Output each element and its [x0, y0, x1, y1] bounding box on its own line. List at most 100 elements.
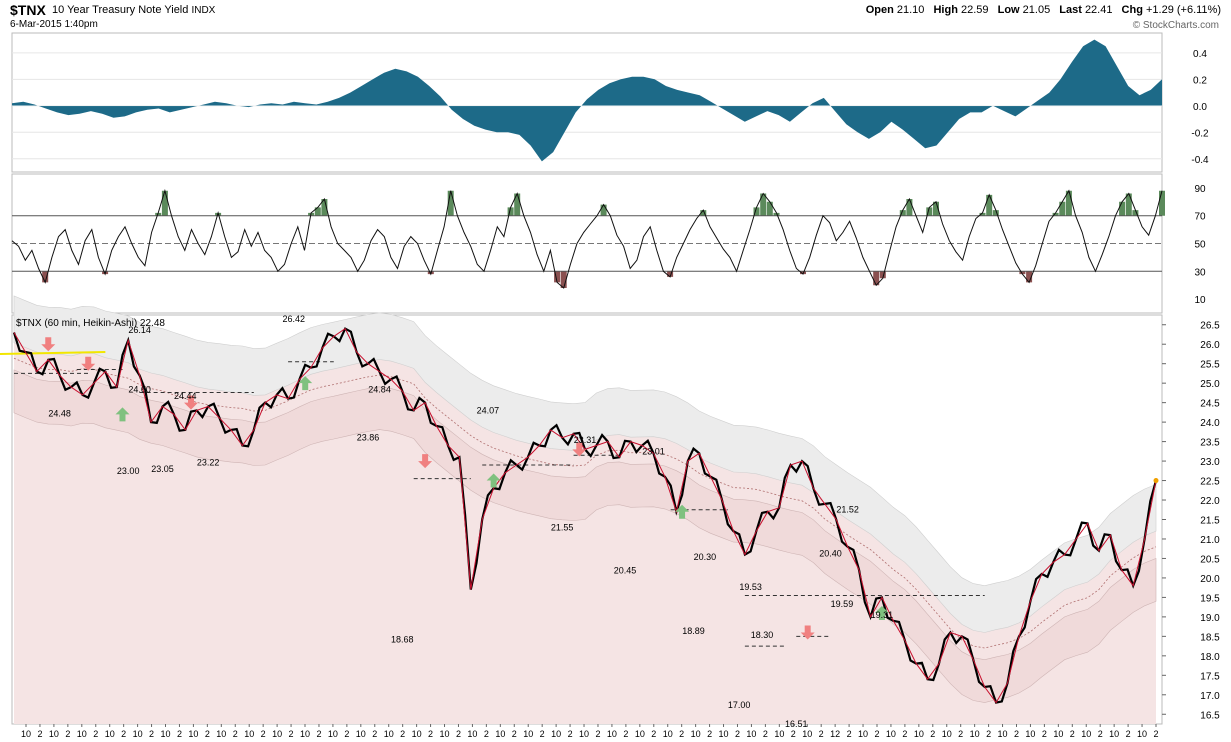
oscillator-line: [11, 188, 1163, 289]
price-y-tick: 22.5: [1200, 477, 1220, 488]
momentum-y-tick: 0.2: [1193, 75, 1207, 86]
price-annotation: 19.59: [831, 599, 854, 609]
oscillator-y-tick: 90: [1194, 184, 1206, 195]
x-tick-label: 10: [551, 729, 561, 739]
price-annotation: 18.68: [391, 634, 414, 644]
price-y-tick: 16.5: [1200, 710, 1220, 721]
x-tick-label: 10: [160, 729, 170, 739]
price-y-tick: 18.5: [1200, 632, 1220, 643]
x-tick-label: 2: [707, 729, 712, 739]
bollinger-upper-band: [13, 295, 1157, 633]
x-tick-label: 10: [467, 729, 477, 739]
x-tick-label: 2: [1153, 729, 1158, 739]
arrow-up-icon: [874, 605, 889, 620]
price-y-tick: 19.0: [1200, 613, 1220, 624]
oscillator-y-tick: 30: [1194, 267, 1206, 278]
price-annotation: 20.40: [819, 548, 842, 558]
price-y-tick: 25.5: [1200, 360, 1220, 371]
price-annotation: 23.31: [574, 435, 597, 445]
arrow-down-icon: [184, 395, 199, 410]
arrow-down-icon: [418, 454, 433, 469]
momentum-y-tick: 0.0: [1193, 102, 1207, 113]
x-tick-label: 10: [1053, 729, 1063, 739]
x-tick-label: 10: [970, 729, 980, 739]
x-tick-label: 10: [188, 729, 198, 739]
price-panel-title: $TNX (60 min, Heikin-Ashi) 22.48: [16, 318, 165, 329]
x-tick-label: 2: [986, 729, 991, 739]
x-tick-label: 10: [886, 729, 896, 739]
oscillator-y-tick: 10: [1194, 295, 1206, 306]
x-tick-label: 10: [1137, 729, 1147, 739]
x-tick-label: 10: [858, 729, 868, 739]
price-annotation: 20.30: [694, 552, 717, 562]
last-label: Last: [1059, 4, 1082, 16]
x-tick-label: 2: [763, 729, 768, 739]
symbol: $TNX: [10, 2, 46, 18]
momentum-y-tick: 0.4: [1193, 49, 1207, 60]
chart-header: $TNX 10 Year Treasury Note Yield INDX 6-…: [0, 0, 1231, 32]
x-tick-label: 10: [774, 729, 784, 739]
instrument-title: 10 Year Treasury Note Yield: [52, 4, 189, 16]
price-annotation: 18.89: [682, 626, 705, 636]
x-tick-label: 2: [428, 729, 433, 739]
bollinger-lower-band: [13, 369, 1157, 703]
yellow-trend-line: [0, 351, 106, 355]
price-annotation: 24.07: [477, 405, 500, 415]
arrow-up-icon: [298, 376, 313, 391]
open-value: 21.10: [896, 4, 925, 16]
price-annotation: 23.00: [117, 466, 140, 476]
x-tick-label: 10: [216, 729, 226, 739]
price-y-tick: 18.0: [1200, 652, 1220, 663]
moving-average-line: [13, 357, 1157, 649]
price-y-tick: 22.0: [1200, 496, 1220, 507]
x-tick-label: 10: [1025, 729, 1035, 739]
chg-label: Chg: [1121, 4, 1143, 16]
x-tick-label: 2: [512, 729, 517, 739]
x-tick-label: 10: [133, 729, 143, 739]
x-tick-label: 2: [930, 729, 935, 739]
exchange: INDX: [191, 5, 216, 16]
brand-logo: © StockCharts.com: [1132, 20, 1219, 31]
x-tick-label: 10: [244, 729, 254, 739]
x-tick-label: 2: [93, 729, 98, 739]
price-annotation: 16.51: [785, 719, 808, 729]
price-y-tick: 23.0: [1200, 457, 1220, 468]
x-tick-label: 2: [233, 729, 238, 739]
x-tick-label: 2: [289, 729, 294, 739]
chg-value: +1.29 (+6.11%): [1145, 4, 1221, 16]
price-annotation: 24.84: [368, 384, 391, 394]
x-tick-label: 2: [595, 729, 600, 739]
price-y-tick: 26.5: [1200, 321, 1220, 332]
x-tick-label: 2: [65, 729, 70, 739]
x-tick-label: 10: [49, 729, 59, 739]
price-annotation: 23.22: [197, 458, 220, 468]
high-label: High: [933, 4, 958, 16]
x-tick-label: 12: [830, 729, 840, 739]
price-annotation: 24.60: [128, 385, 151, 395]
price-y-tick: 24.0: [1200, 418, 1220, 429]
x-tick-label: 10: [440, 729, 450, 739]
momentum-y-tick: -0.4: [1191, 155, 1209, 166]
price-annotation: 24.44: [174, 391, 197, 401]
price-y-tick: 21.5: [1200, 516, 1220, 527]
arrow-down-icon: [81, 356, 96, 371]
x-tick-label: 2: [456, 729, 461, 739]
x-tick-label: 10: [412, 729, 422, 739]
momentum-y-tick: -0.2: [1191, 128, 1209, 139]
x-tick-label: 10: [635, 729, 645, 739]
arrow-up-icon: [675, 504, 690, 519]
x-tick-label: 10: [105, 729, 115, 739]
x-tick-label: 2: [568, 729, 573, 739]
x-tick-label: 2: [1042, 729, 1047, 739]
x-tick-label: 2: [1070, 729, 1075, 739]
x-tick-label: 10: [663, 729, 673, 739]
x-tick-label: 10: [1081, 729, 1091, 739]
quote-line: Open 21.10 High 22.59 Low 21.05 Last 22.…: [860, 4, 1221, 16]
price-annotation: 24.48: [48, 408, 71, 418]
price-annotation: 23.01: [642, 447, 665, 457]
x-tick-label: 2: [902, 729, 907, 739]
x-tick-label: 10: [607, 729, 617, 739]
x-tick-label: 10: [802, 729, 812, 739]
price-annotation: 26.14: [128, 325, 151, 335]
price-annotation: 23.86: [357, 433, 380, 443]
